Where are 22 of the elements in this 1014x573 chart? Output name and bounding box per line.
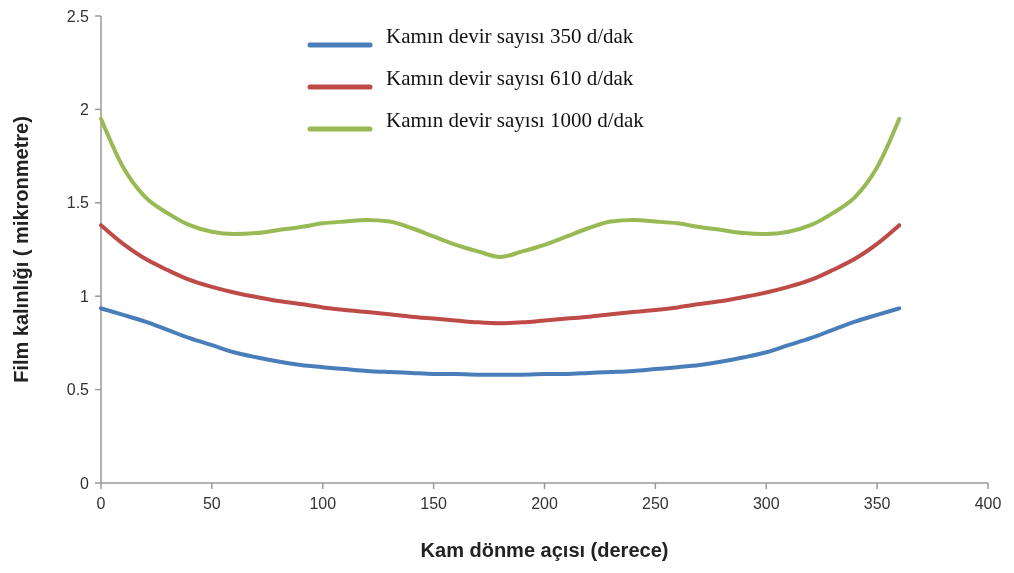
y-tick-label: 0 (80, 474, 90, 492)
x-tick-label: 100 (309, 495, 337, 512)
x-tick-label: 50 (202, 495, 221, 512)
x-tick-label: 350 (863, 495, 891, 512)
x-tick-label: 250 (642, 495, 669, 512)
y-tick-label: 2.5 (66, 7, 90, 25)
legend-label: Kamın devir sayısı 610 d/dak (386, 65, 634, 90)
legend-label: Kamın devir sayısı 1000 d/dak (386, 107, 645, 132)
line-series (99, 306, 902, 377)
x-tick-label: 150 (420, 495, 448, 512)
x-tick-label: 200 (531, 495, 558, 512)
y-tick-label: 1.5 (66, 194, 90, 212)
y-tick-label: 1 (80, 287, 90, 305)
x-tick-label: 0 (96, 495, 106, 512)
x-tick-label: 400 (974, 495, 1002, 512)
line-series (99, 223, 902, 326)
y-tick-label: 2 (80, 101, 90, 118)
x-axis-title: Kam dönme açısı (derece) (420, 539, 669, 561)
y-tick-label: 0.5 (66, 381, 90, 399)
y-axis-title: Film kalınlığı ( mikronmetre) (10, 116, 32, 383)
legend-label: Kamın devir sayısı 350 d/dak (386, 23, 634, 48)
x-tick-label: 300 (752, 495, 780, 512)
